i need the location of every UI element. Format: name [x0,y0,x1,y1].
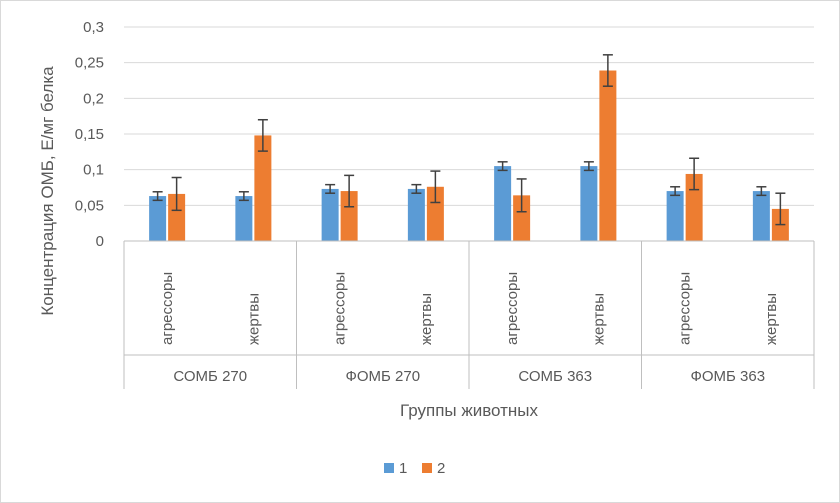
legend-swatch-2 [422,463,432,473]
bar-series-2 [513,195,531,241]
error-bar [670,186,681,197]
category-label: агрессоры [159,272,176,345]
category-label: агрессоры [332,272,349,345]
error-bar [516,178,527,213]
bar-series-2 [254,135,272,241]
legend-label: 2 [437,460,445,477]
group-labels: СОМБ 270 ФОМБ 270 СОМБ 363 ФОМБ 363 [173,368,765,385]
category-label: агрессоры [504,272,521,345]
category-label: жертвы [245,293,262,345]
bar-series-1 [752,191,770,241]
bar-series-1 [494,166,512,241]
error-bar [344,174,355,208]
bar-series-1 [407,188,425,241]
bar-series-1 [235,196,253,241]
bar-series-1 [321,188,339,241]
error-bars [152,54,786,226]
bar-series-2 [340,191,358,241]
error-bar [756,186,767,197]
category-label: жертвы [763,293,780,345]
error-bar [411,183,422,194]
bar-series-2 [685,173,703,241]
bar-series-2 [599,70,617,241]
error-bar [171,176,182,212]
y-tick-label: 0 [96,233,104,250]
y-tick-label: 0,3 [83,19,104,36]
category-label: жертвы [418,293,435,345]
y-axis-title: Концентрация ОМБ, Е/мг белка [38,66,57,316]
category-label: агрессоры [677,272,694,345]
group-label: СОМБ 363 [518,368,592,385]
error-bar [602,54,613,87]
gridlines [124,26,814,206]
legend-label: 1 [399,460,407,477]
error-bar [775,192,786,226]
bar-series-1 [666,191,684,241]
error-bar [583,161,594,172]
error-bar [152,191,163,202]
y-tick-label: 0,05 [75,197,104,214]
legend-swatch-1 [384,463,394,473]
group-label: ФОМБ 363 [690,368,765,385]
y-tick-label: 0,2 [83,90,104,107]
group-label: СОМБ 270 [173,368,247,385]
y-tick-labels: 0 0,05 0,1 0,15 0,2 0,25 0,3 [75,19,104,250]
x-axis-title: Группы животных [400,401,539,420]
y-tick-label: 0,15 [75,126,104,143]
group-label: ФОМБ 270 [345,368,420,385]
error-bar [325,183,336,194]
error-bar [689,157,700,191]
bar-series-2 [168,193,186,241]
bar-series-2 [426,186,444,241]
category-label: жертвы [590,293,607,345]
error-bar [430,170,441,204]
error-bar [257,118,268,152]
bar-series-1 [580,166,598,241]
x-axis [123,240,815,389]
error-bar [497,161,508,172]
y-tick-label: 0,25 [75,55,104,72]
bars [149,70,789,241]
bar-series-1 [149,196,167,241]
y-tick-label: 0,1 [83,162,104,179]
category-labels: агрессоры жертвы агрессоры жертвы агрессоры ж… [159,272,780,345]
error-bar [238,191,249,202]
